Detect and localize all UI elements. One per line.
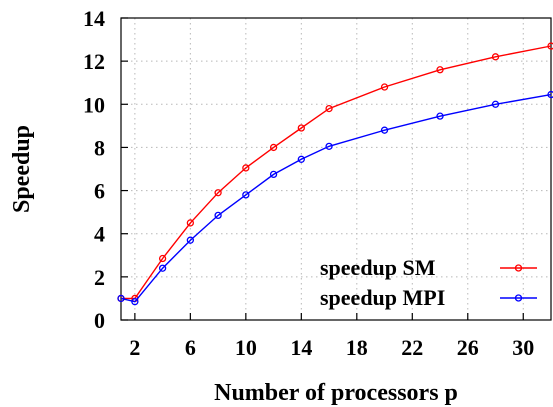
x-axis-title: Number of processors p <box>214 380 458 406</box>
legend-marker <box>514 264 523 272</box>
data-point <box>242 164 250 172</box>
y-tick-label: 0 <box>94 308 105 333</box>
data-point <box>269 170 278 179</box>
data-point <box>297 155 305 163</box>
legend-label: speedup MPI <box>320 285 445 310</box>
data-point <box>380 126 389 134</box>
x-tick-label: 2 <box>129 335 140 360</box>
data-point <box>547 90 553 99</box>
y-tick-label: 8 <box>94 135 105 160</box>
plot-frame <box>120 17 552 321</box>
x-tick-label: 26 <box>457 335 479 360</box>
grid <box>121 18 551 320</box>
x-tick-label: 6 <box>185 335 196 360</box>
y-tick-label: 6 <box>94 179 105 204</box>
y-tick-label: 4 <box>94 222 105 247</box>
y-tick-label: 10 <box>83 92 105 117</box>
data-point <box>491 53 500 61</box>
data-point <box>242 191 250 199</box>
x-tick-label: 14 <box>290 335 312 360</box>
data-point <box>380 83 389 91</box>
y-tick-label: 14 <box>83 6 105 31</box>
y-axis-title: Speedup <box>9 125 35 213</box>
legend-label: speedup SM <box>320 255 436 280</box>
legend: speedup SM speedup MPI <box>320 255 537 310</box>
data-point <box>186 236 195 244</box>
series-line <box>121 45 552 300</box>
data-point <box>436 66 444 74</box>
y-tick-label: 12 <box>83 49 105 74</box>
series-line <box>120 93 552 303</box>
data-point <box>325 104 333 113</box>
x-tick-label: 22 <box>401 335 423 360</box>
data-point <box>186 219 195 227</box>
data-point <box>214 189 222 197</box>
data-point <box>117 294 125 303</box>
x-tick-label: 18 <box>346 335 368 360</box>
data-point <box>436 112 444 120</box>
data-point <box>297 124 305 132</box>
data-point <box>269 143 278 152</box>
data-point <box>547 42 553 50</box>
series-group <box>117 42 553 306</box>
data-point <box>325 142 333 151</box>
y-tick-label: 2 <box>94 265 105 290</box>
x-tick-label: 10 <box>235 335 257 360</box>
data-point <box>158 264 167 272</box>
x-tick-label: 30 <box>512 335 534 360</box>
legend-marker <box>514 294 523 302</box>
data-point <box>131 298 139 306</box>
data-point <box>491 100 500 108</box>
data-point <box>214 211 222 220</box>
data-point <box>158 254 167 263</box>
